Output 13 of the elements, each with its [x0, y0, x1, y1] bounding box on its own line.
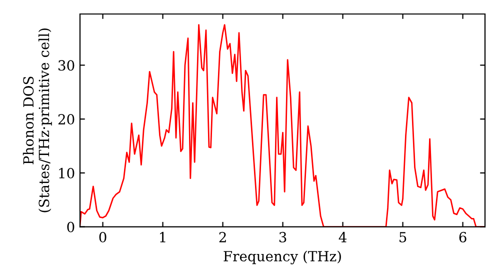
y-axis-title: Phonon DOS (States/THz·primitive cell) — [22, 28, 52, 212]
y-tick-label: 30 — [58, 60, 74, 71]
x-tick-label: 5 — [400, 232, 406, 242]
x-axis-title: Frequency (THz) — [224, 250, 341, 264]
y-tick-label: 20 — [58, 114, 74, 125]
x-tick-label: 0 — [99, 232, 106, 242]
y-tick-label: 10 — [59, 168, 74, 178]
x-tick-label: 2 — [219, 232, 226, 242]
x-tick-label: 1 — [160, 232, 166, 242]
x-tick-label: 6 — [459, 232, 466, 242]
x-tick-label: 3 — [279, 232, 286, 242]
x-tick-label: 4 — [338, 232, 347, 242]
y-tick-label: 0 — [67, 222, 74, 232]
